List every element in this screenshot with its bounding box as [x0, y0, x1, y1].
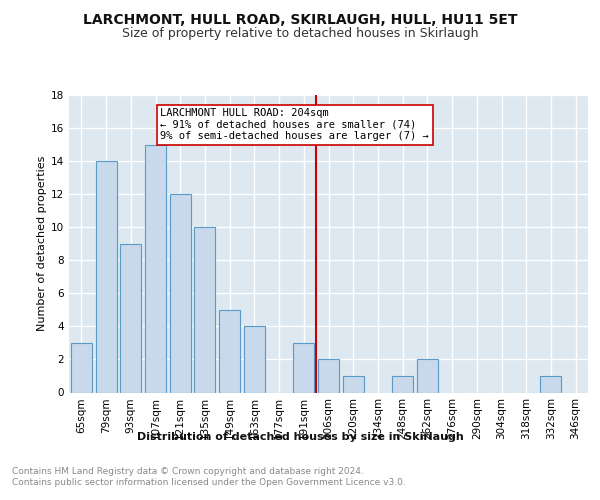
Bar — [417, 360, 438, 392]
Bar — [219, 310, 240, 392]
Bar — [194, 227, 215, 392]
Bar — [71, 343, 92, 392]
Bar — [145, 144, 166, 392]
Text: LARCHMONT HULL ROAD: 204sqm
← 91% of detached houses are smaller (74)
9% of semi: LARCHMONT HULL ROAD: 204sqm ← 91% of det… — [160, 108, 429, 142]
Bar — [170, 194, 191, 392]
Text: LARCHMONT, HULL ROAD, SKIRLAUGH, HULL, HU11 5ET: LARCHMONT, HULL ROAD, SKIRLAUGH, HULL, H… — [83, 12, 517, 26]
Bar — [95, 161, 116, 392]
Bar — [293, 343, 314, 392]
Bar — [120, 244, 141, 392]
Bar — [244, 326, 265, 392]
Bar — [343, 376, 364, 392]
Text: Distribution of detached houses by size in Skirlaugh: Distribution of detached houses by size … — [137, 432, 463, 442]
Text: Contains HM Land Registry data © Crown copyright and database right 2024.
Contai: Contains HM Land Registry data © Crown c… — [12, 468, 406, 487]
Bar — [318, 360, 339, 392]
Text: Size of property relative to detached houses in Skirlaugh: Size of property relative to detached ho… — [122, 28, 478, 40]
Bar — [392, 376, 413, 392]
Bar — [541, 376, 562, 392]
Y-axis label: Number of detached properties: Number of detached properties — [37, 156, 47, 332]
